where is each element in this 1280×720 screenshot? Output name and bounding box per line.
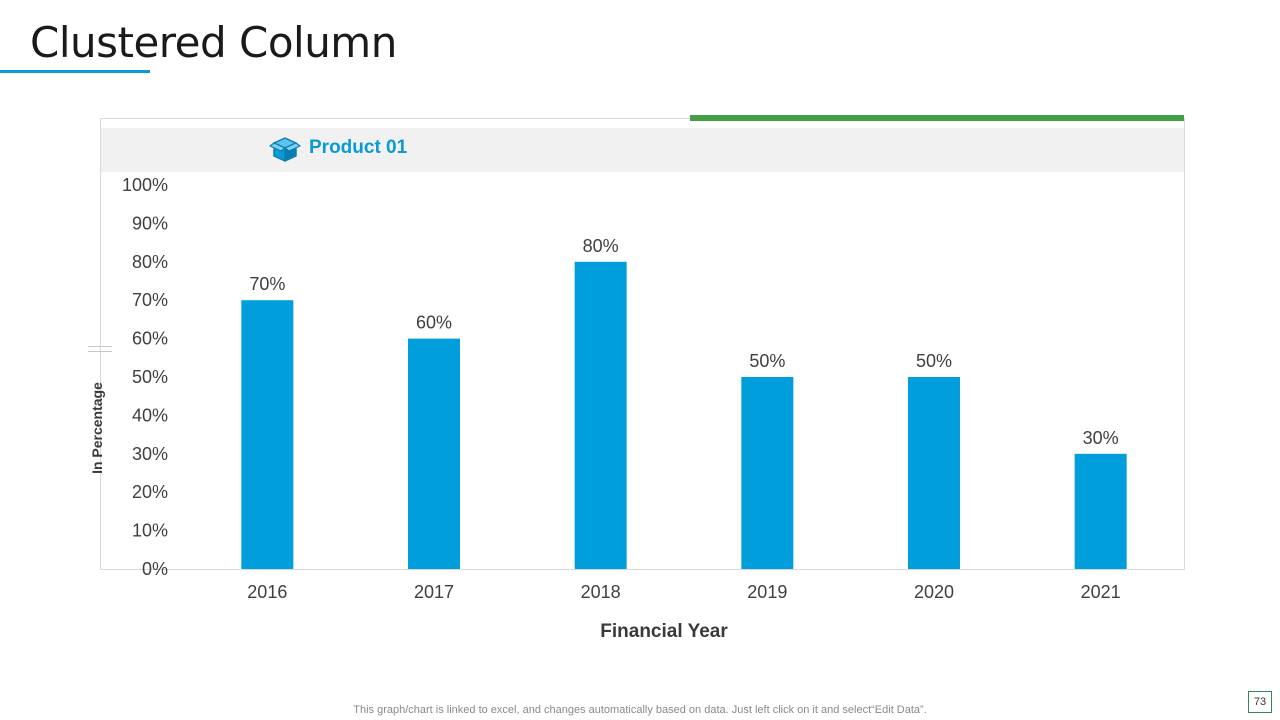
bar-2019[interactable] xyxy=(741,377,794,569)
x-tick-label: 2019 xyxy=(747,582,787,602)
x-tick-label: 2020 xyxy=(914,582,954,602)
y-tick-label: 30% xyxy=(132,444,168,464)
y-tick-label: 60% xyxy=(132,329,168,349)
data-label: 60% xyxy=(416,313,452,333)
bar-2018[interactable] xyxy=(574,261,627,569)
title-underline xyxy=(0,70,150,73)
x-tick-label: 2021 xyxy=(1081,582,1121,602)
y-tick-label: 70% xyxy=(132,290,168,310)
y-tick-label: 50% xyxy=(132,367,168,387)
data-label: 70% xyxy=(249,274,285,294)
x-tick-label: 2018 xyxy=(581,582,621,602)
axis-marker-line xyxy=(88,351,112,352)
box-icon xyxy=(269,137,301,162)
y-tick-label: 40% xyxy=(132,405,168,425)
y-tick-label: 20% xyxy=(132,482,168,502)
y-tick-label: 90% xyxy=(132,213,168,233)
page-number: 73 xyxy=(1248,691,1272,713)
y-tick-label: 100% xyxy=(122,175,168,195)
y-axis-title: In Percentage xyxy=(89,382,105,474)
data-label: 50% xyxy=(916,351,952,371)
data-label: 50% xyxy=(749,351,785,371)
data-label: 30% xyxy=(1083,428,1119,448)
y-tick-label: 10% xyxy=(132,521,168,541)
bar-2021[interactable] xyxy=(1074,453,1127,569)
page-title: Clustered Column xyxy=(30,18,397,67)
x-tick-label: 2016 xyxy=(247,582,287,602)
x-axis-title: Financial Year xyxy=(600,621,728,642)
bar-2017[interactable] xyxy=(408,338,460,569)
bar-2016[interactable] xyxy=(241,300,294,569)
data-label: 80% xyxy=(583,236,619,256)
y-tick-label: 80% xyxy=(132,252,168,272)
x-tick-label: 2017 xyxy=(414,582,454,602)
footer-note: This graph/chart is linked to excel, and… xyxy=(353,704,927,716)
bar-2020[interactable] xyxy=(908,377,960,569)
green-accent-bar xyxy=(690,115,1184,121)
axis-marker-line xyxy=(88,346,112,347)
legend-label: Product 01 xyxy=(309,137,408,158)
y-tick-label: 0% xyxy=(142,559,168,579)
